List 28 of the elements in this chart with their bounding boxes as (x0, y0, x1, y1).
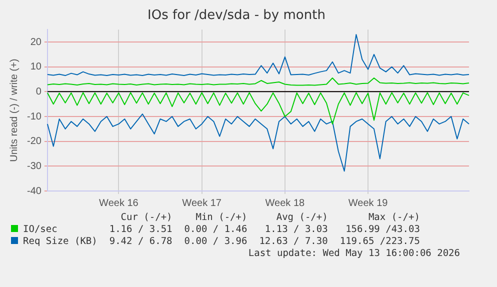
text: 119.65 /223.75 (339, 236, 420, 248)
x-tick-label: Week 18 (265, 198, 306, 209)
x-tick-label: Week 17 (182, 198, 222, 209)
text: Cur (-/+) (120, 212, 172, 224)
text: Avg (-/+) (275, 212, 328, 224)
text: 0.00 / 1.46 (183, 224, 248, 236)
y-tick-label: -30 (27, 160, 42, 172)
text: Min (-/+) (194, 212, 248, 224)
text: 12.63 / 7.30 (258, 236, 328, 248)
y-tick-label: 0 (36, 86, 42, 98)
text: Last update: Wed May 13 16:00:06 2026 (247, 248, 460, 259)
text: 156.99 /43.03 (344, 224, 420, 236)
y-tick-label: -20 (27, 136, 42, 148)
y-tick-label: 10 (30, 62, 42, 73)
y-tick-label: 20 (30, 36, 42, 48)
legend-label: Req Size (KB) (22, 236, 98, 248)
x-tick-label: Week 16 (99, 198, 139, 209)
y-tick-label: -40 (27, 186, 42, 197)
chart-title: IOs for /dev/sda - by month (148, 8, 326, 24)
y-tick-label: -10 (27, 111, 42, 122)
text: 9.42 / 6.78 (108, 236, 172, 248)
y-axis-title: Units read (-) / write (+) (8, 58, 20, 162)
text: 0.00 / 3.96 (183, 236, 248, 248)
text: 1.13 / 3.03 (264, 224, 328, 236)
legend-label: IO/sec (22, 224, 58, 236)
text: Max (-/+) (367, 212, 420, 224)
x-tick-label: Week 19 (348, 198, 388, 209)
text: 1.16 / 3.51 (108, 224, 172, 236)
